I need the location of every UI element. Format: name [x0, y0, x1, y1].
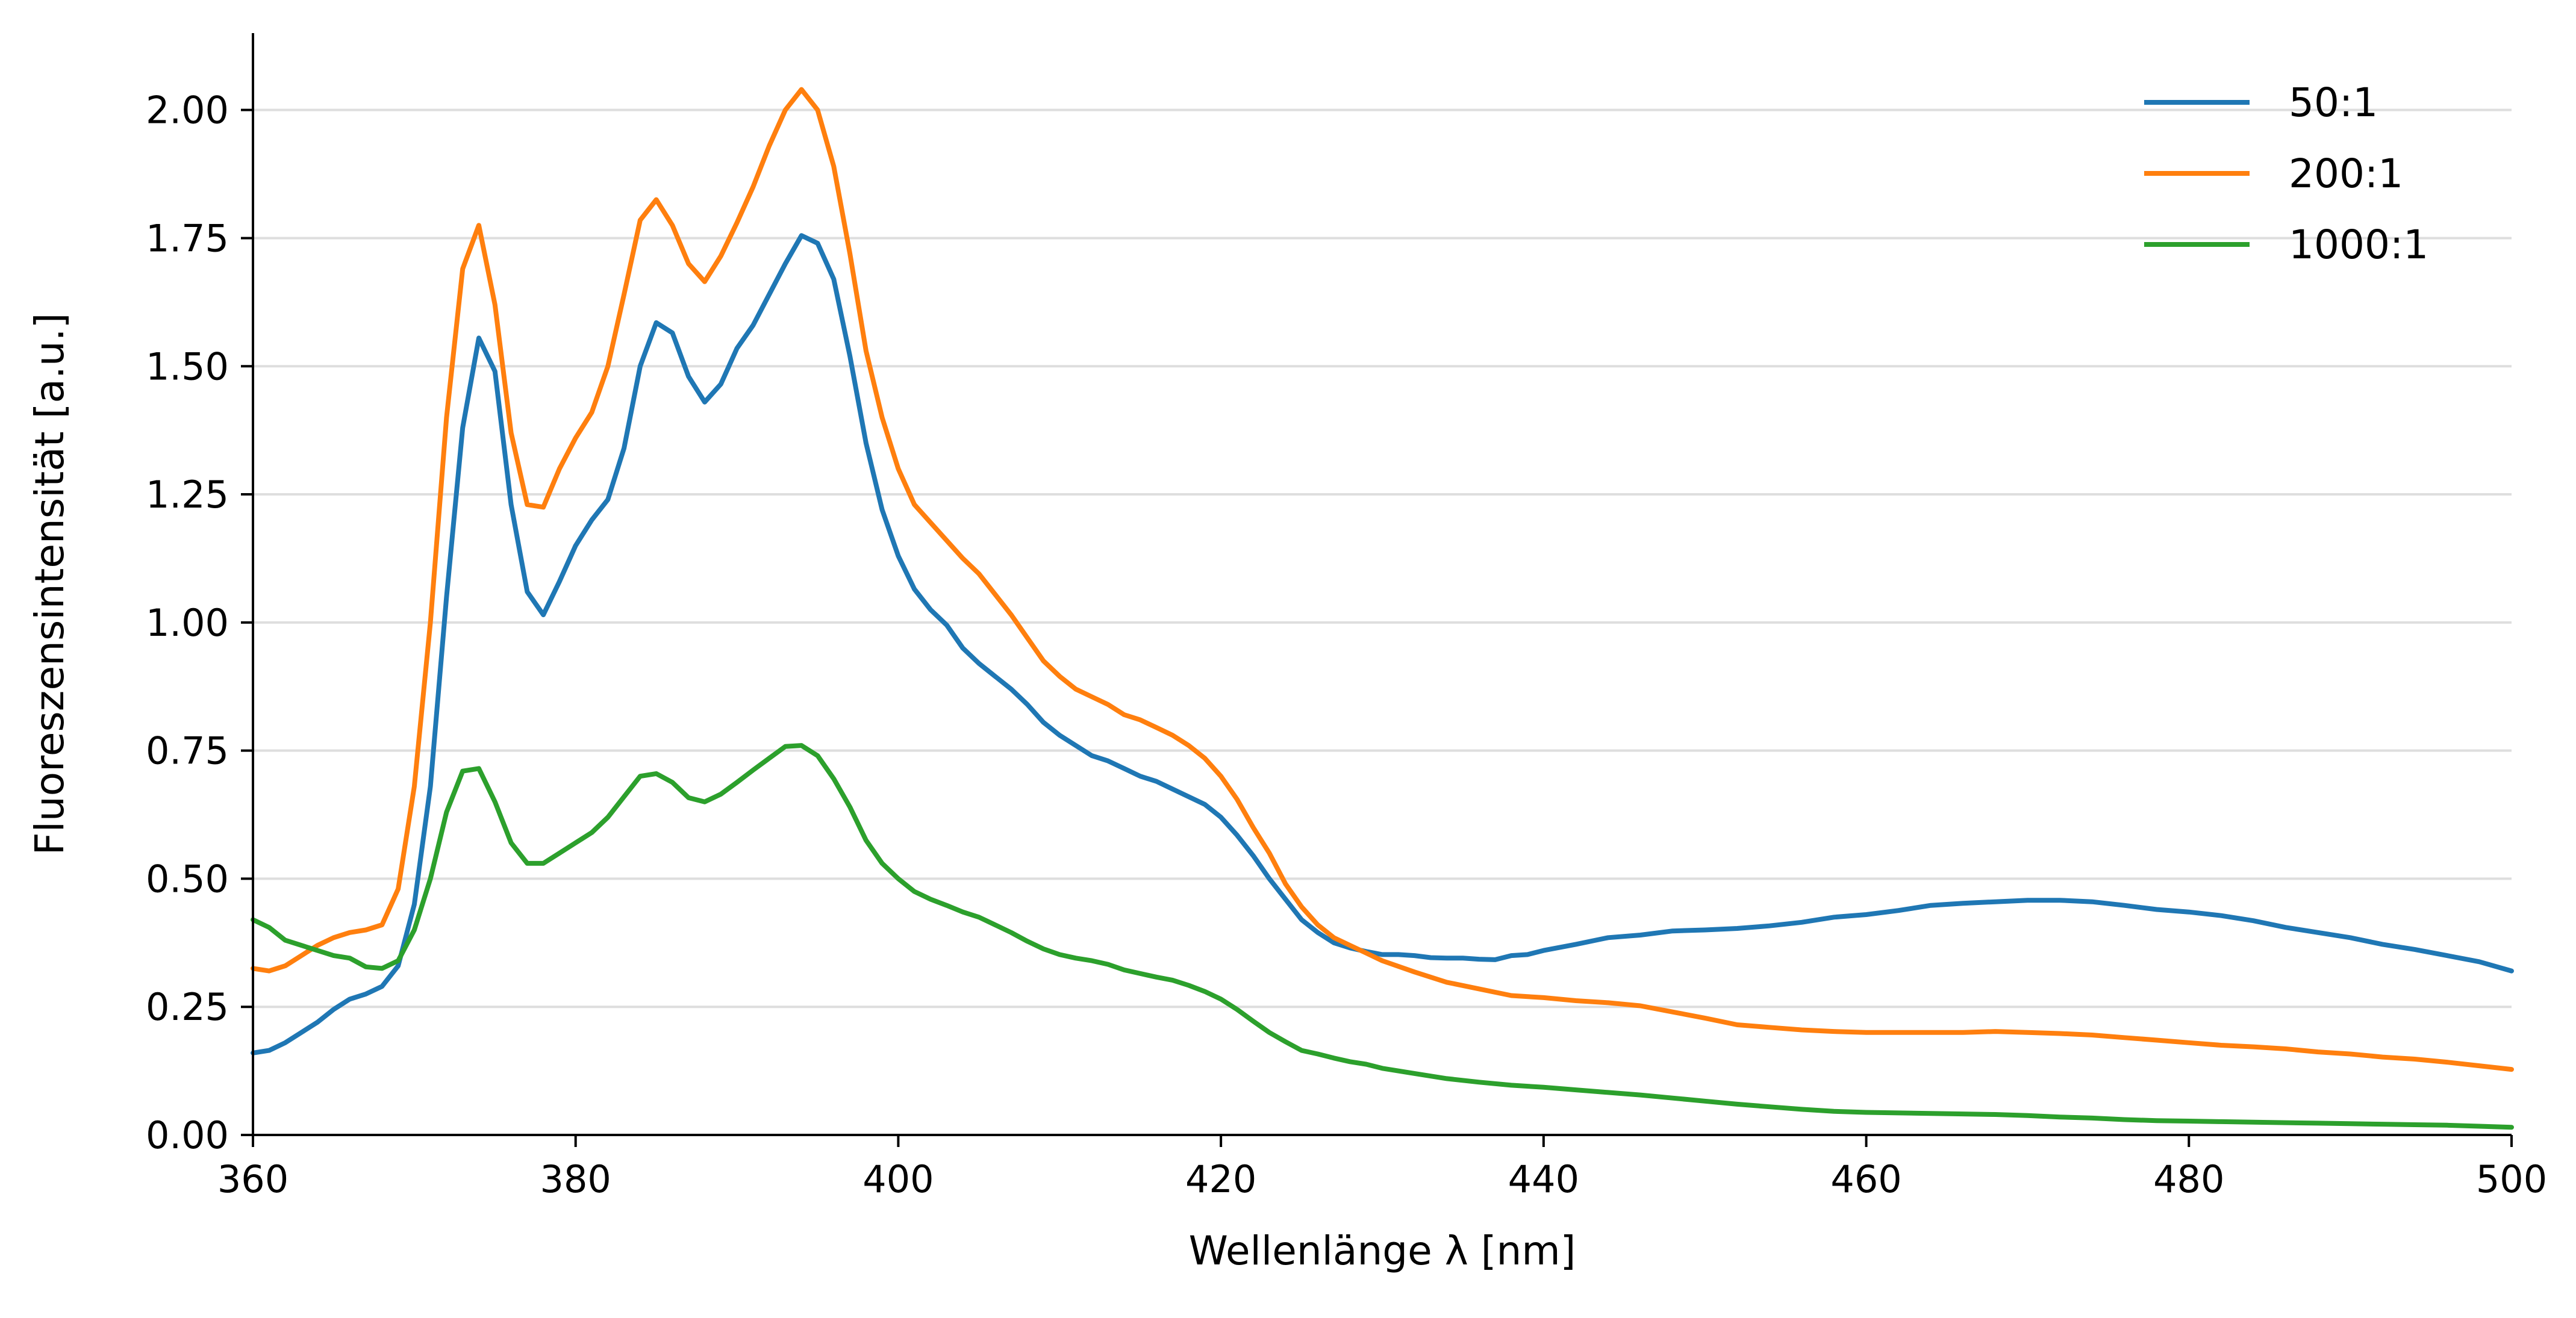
series-lines	[251, 87, 2514, 1130]
x-tick-label: 420	[1185, 1157, 1256, 1201]
y-tick-label: 2.00	[146, 89, 229, 132]
series-line-1000-1	[251, 743, 2514, 1130]
y-tick-label: 1.50	[146, 344, 229, 388]
legend: 50:1 200:1 1000:1	[2144, 79, 2428, 268]
x-tick-label: 400	[862, 1157, 934, 1201]
y-tick-label: 0.75	[146, 729, 229, 773]
axes	[252, 33, 2512, 1136]
x-tick-label: 500	[2476, 1157, 2547, 1201]
legend-label: 200:1	[2289, 151, 2403, 197]
y-axis-label: Fluoreszensintensität [a.u.]	[27, 313, 73, 856]
x-axis-label: Wellenlänge λ [nm]	[1189, 1228, 1576, 1274]
y-ticks: 0.00 0.25 0.50 0.75 1.00 1.25 1.50 1.75 2.00	[146, 89, 253, 1157]
x-tick-label: 480	[2153, 1157, 2224, 1201]
grid-lines	[253, 108, 2512, 1009]
legend-label: 50:1	[2289, 79, 2378, 126]
y-tick-label: 0.50	[146, 857, 229, 901]
y-tick-label: 0.00	[146, 1113, 229, 1157]
x-ticks: 360 380 400 420 440 460 480 500	[217, 1135, 2547, 1201]
y-tick-label: 1.00	[146, 601, 229, 645]
y-tick-label: 0.25	[146, 985, 229, 1029]
x-tick-label: 460	[1830, 1157, 1901, 1201]
y-tick-label: 1.75	[146, 216, 229, 260]
series-line-50-1	[251, 233, 2514, 1055]
series-line-200-1	[251, 87, 2514, 1072]
legend-label: 1000:1	[2289, 222, 2428, 268]
x-tick-label: 360	[217, 1157, 288, 1201]
x-tick-label: 380	[540, 1157, 611, 1201]
y-tick-label: 1.25	[146, 473, 229, 517]
x-tick-label: 440	[1508, 1157, 1579, 1201]
